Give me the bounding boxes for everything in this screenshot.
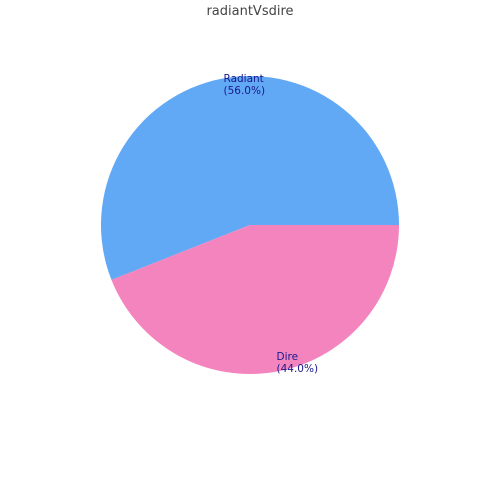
- pie-slice-dire: [111, 225, 400, 375]
- slice-label-dire: Dire (44.0%): [277, 351, 319, 375]
- slice-label-radiant: Radiant (56.0%): [224, 73, 266, 97]
- chart-title: radiantVsdire: [206, 4, 294, 19]
- pie-slice-radiant: [100, 76, 399, 280]
